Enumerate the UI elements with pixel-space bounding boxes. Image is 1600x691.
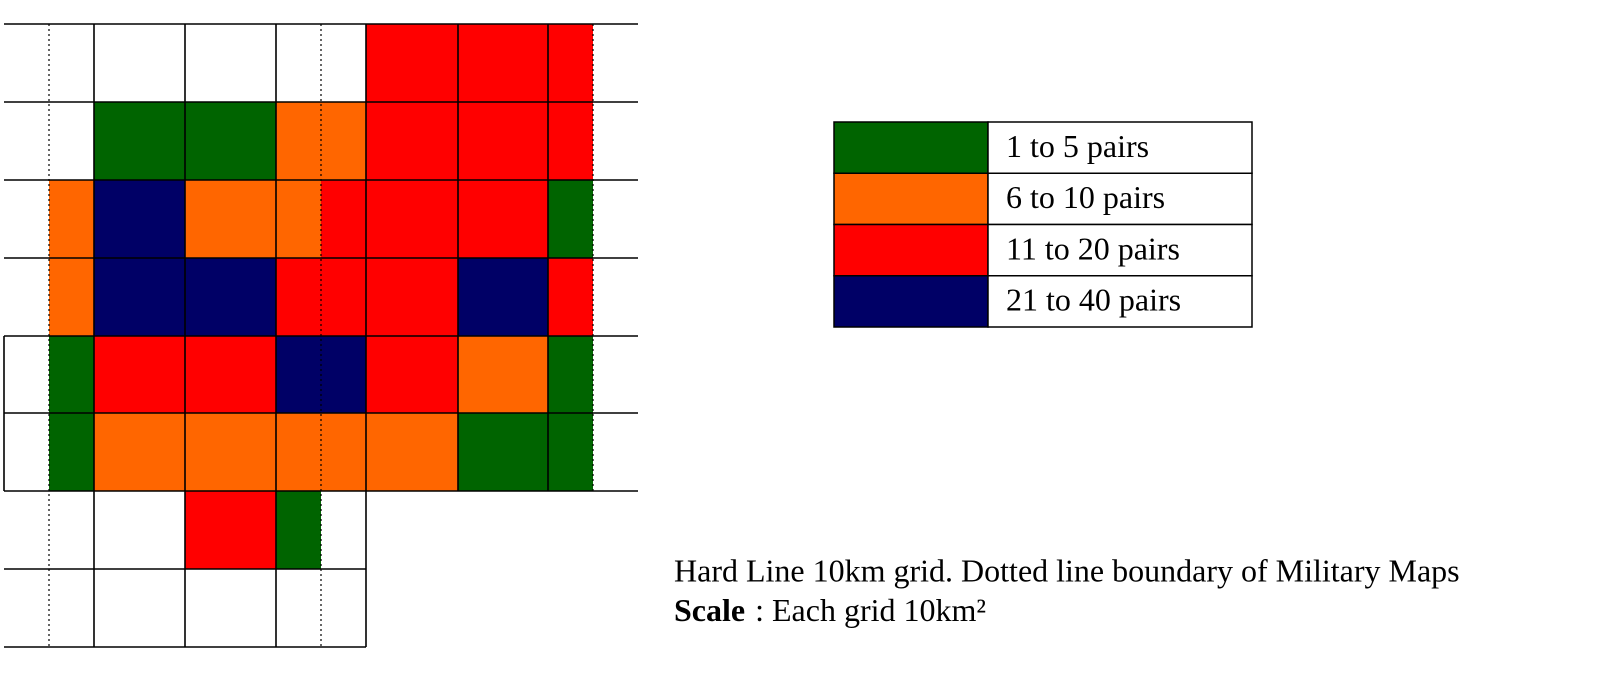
grid-cell [276, 102, 321, 180]
grid-cell [185, 491, 276, 569]
grid-cell [458, 413, 548, 491]
grid-cell [49, 413, 94, 491]
scale-text: : Each grid 10km² [755, 592, 986, 628]
grid-cell [321, 102, 366, 180]
grid-cell [458, 258, 548, 336]
grid-cell [458, 180, 548, 258]
grid-cell [366, 24, 458, 102]
scale-caption: Scale : Each grid 10km² [674, 592, 986, 628]
grid-cell [94, 102, 185, 180]
grid-cell [548, 24, 593, 102]
legend-swatch [833, 121, 989, 174]
grid-cell [458, 336, 548, 413]
grid-cell [458, 24, 548, 102]
legend-cell [987, 121, 1253, 174]
legend-label: 11 to 20 pairs [1006, 230, 1180, 266]
grid-cell [185, 180, 276, 258]
grid-cell [49, 258, 94, 336]
grid-cell [366, 336, 458, 413]
grid-cell [276, 180, 321, 258]
grid-cell [94, 180, 185, 258]
legend-cell [987, 275, 1253, 328]
legend-swatch [833, 223, 989, 277]
grid-cell [276, 258, 321, 336]
grid-cell [366, 102, 458, 180]
grid-cell [548, 336, 593, 413]
grid-cell [366, 180, 458, 258]
grid-cell [276, 413, 321, 491]
grid-cell [49, 180, 94, 258]
caption-line: Hard Line 10km grid. Dotted line boundar… [674, 552, 1460, 588]
legend-swatch [833, 172, 989, 226]
grid-cell [185, 102, 276, 180]
grid-cell [276, 336, 321, 413]
grid-cell [366, 413, 458, 491]
legend-label: 1 to 5 pairs [1006, 128, 1149, 164]
grid-cell [94, 336, 185, 413]
grid-cell [548, 413, 593, 491]
grid-cell [548, 102, 593, 180]
grid-cell [321, 413, 366, 491]
legend-label: 21 to 40 pairs [1006, 282, 1181, 318]
grid-cell [548, 180, 593, 258]
grid-cell [458, 102, 548, 180]
grid-cell [49, 336, 94, 413]
grid-cell [94, 258, 185, 336]
grid-cell [276, 491, 321, 569]
legend-cell [987, 223, 1253, 277]
legend-swatch [833, 275, 989, 328]
grid-cell [94, 413, 185, 491]
grid-cell [185, 413, 276, 491]
grid-cell [548, 258, 593, 336]
scale-label: Scale [674, 592, 745, 628]
legend-cell [987, 172, 1253, 226]
grid-cell [366, 258, 458, 336]
legend-label: 6 to 10 pairs [1006, 179, 1165, 215]
grid-cell [321, 180, 366, 258]
grid-cell [185, 258, 276, 336]
grid-cell [321, 258, 366, 336]
grid-cell [321, 336, 366, 413]
grid-cell [185, 336, 276, 413]
